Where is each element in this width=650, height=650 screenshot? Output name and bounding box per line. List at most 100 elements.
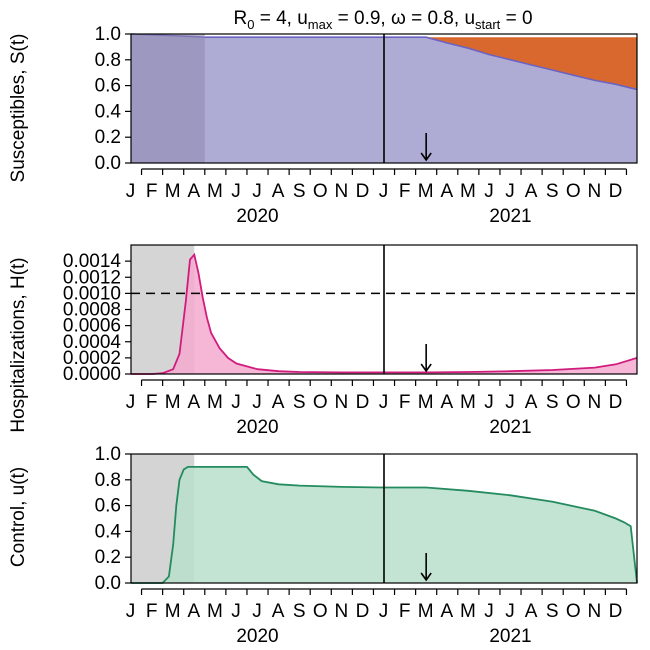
x-tick-label: M: [460, 392, 476, 413]
x-tick-label: J: [505, 181, 515, 202]
hospitalizations-line: [131, 252, 638, 375]
x-tick-label: J: [379, 392, 389, 413]
x-tick-label: F: [399, 181, 411, 202]
y-tick-label: 0.0004: [63, 332, 122, 353]
x-tick-label: A: [440, 392, 453, 413]
x-tick-label: J: [379, 181, 389, 202]
x-tick-label: J: [231, 181, 241, 202]
arrow-head: [420, 152, 432, 162]
x-tick-label: F: [146, 181, 158, 202]
x-tick-label: A: [440, 601, 453, 622]
y-tick-label: 1.0: [95, 444, 121, 465]
hospitalizations-panel: Hospitalizations, H(t) 0.00000.00020.000…: [8, 244, 638, 438]
x-tick-label: D: [609, 181, 623, 202]
x-tick-label: O: [566, 181, 581, 202]
x-tick-label: J: [252, 392, 262, 413]
x-tick-label: A: [187, 601, 200, 622]
y-tick-label: 0.0002: [63, 348, 121, 369]
y-tick-label: 1.0: [95, 24, 121, 45]
chart-title: R0 = 4, umax = 0.9, ω = 0.8, ustart = 0: [233, 8, 532, 32]
x-tick-label: N: [335, 181, 349, 202]
x-tick-label: A: [272, 601, 285, 622]
x-tick-label: S: [293, 601, 306, 622]
hospitalizations-area: [131, 254, 637, 374]
x-tick-label: A: [187, 181, 200, 202]
x-tick-label: D: [356, 392, 370, 413]
x-tick-label: M: [207, 392, 223, 413]
x-tick-label: D: [609, 601, 623, 622]
plot-frame: [130, 453, 638, 584]
x-tick-label: M: [165, 181, 181, 202]
y-tick-label: 0.0: [95, 573, 121, 594]
x-tick-label: J: [126, 601, 136, 622]
y-tick-label: 0.0000: [63, 364, 121, 385]
x-tick-label: J: [505, 601, 515, 622]
x-tick-label: S: [546, 181, 559, 202]
x-tick-label: A: [272, 181, 285, 202]
x-tick-label: M: [418, 392, 434, 413]
x-tick-label: S: [293, 392, 306, 413]
y-tick-label: 0.6: [95, 496, 121, 517]
x-tick-label: N: [335, 392, 349, 413]
y-tick-label: 0.0008: [63, 300, 121, 321]
susceptible-line: [130, 33, 638, 91]
x-tick-label: M: [418, 601, 434, 622]
y-tick-label: 0.0012: [63, 267, 121, 288]
y-tick-label: 0.0014: [63, 251, 122, 272]
x-tick-label: O: [313, 181, 328, 202]
y-tick-label: 0.0: [95, 153, 121, 174]
x-tick-label: S: [546, 601, 559, 622]
x-tick-label: F: [399, 601, 411, 622]
x-tick-label: M: [418, 181, 434, 202]
y-tick-label: 0.6: [95, 76, 121, 97]
year-label: 2020: [236, 626, 278, 647]
x-tick-label: M: [165, 392, 181, 413]
x-tick-label: N: [588, 601, 602, 622]
x-tick-label: J: [379, 601, 389, 622]
x-tick-label: A: [525, 181, 538, 202]
y-tick-label: 0.0006: [63, 316, 121, 337]
y-axis-label: Susceptibles, S(t): [8, 34, 29, 183]
plot-frame: [130, 33, 638, 164]
x-tick-label: J: [484, 392, 494, 413]
arrow-head: [420, 363, 432, 373]
x-tick-label: S: [546, 392, 559, 413]
x-tick-label: J: [231, 392, 241, 413]
x-tick-label: N: [588, 392, 602, 413]
x-tick-label: M: [460, 601, 476, 622]
year-label: 2020: [236, 206, 278, 227]
x-tick-label: M: [165, 601, 181, 622]
x-tick-label: J: [484, 181, 494, 202]
recovered-band: [426, 37, 637, 90]
x-tick-label: J: [231, 601, 241, 622]
x-tick-label: F: [399, 392, 411, 413]
year-label: 2021: [489, 417, 531, 438]
x-tick-label: J: [505, 392, 515, 413]
year-label: 2021: [489, 206, 531, 227]
x-tick-label: O: [313, 392, 328, 413]
x-tick-label: J: [484, 601, 494, 622]
susceptibles-panel: Susceptibles, S(t) 0.00.20.40.60.81.0J F M…: [8, 24, 638, 227]
x-tick-label: F: [146, 392, 158, 413]
x-tick-label: O: [313, 601, 328, 622]
x-tick-label: J: [126, 392, 136, 413]
x-tick-label: N: [335, 601, 349, 622]
x-tick-label: M: [207, 601, 223, 622]
x-tick-label: A: [440, 181, 453, 202]
y-tick-label: 0.2: [95, 547, 121, 568]
year-label: 2021: [489, 626, 531, 647]
y-axis-label: Hospitalizations, H(t): [8, 257, 29, 432]
control-panel: Control, u(t) 0.00.20.40.60.81.0J F M A M J J A…: [8, 444, 638, 647]
x-tick-label: O: [566, 601, 581, 622]
x-tick-label: F: [146, 601, 158, 622]
y-tick-label: 0.0010: [63, 283, 121, 304]
x-tick-label: A: [272, 392, 285, 413]
x-tick-label: J: [126, 181, 136, 202]
year-label: 2020: [236, 417, 278, 438]
x-tick-label: J: [252, 601, 262, 622]
x-tick-label: D: [356, 601, 370, 622]
x-tick-label: S: [293, 181, 306, 202]
x-tick-label: N: [588, 181, 602, 202]
y-axis-label: Control, u(t): [8, 467, 29, 567]
